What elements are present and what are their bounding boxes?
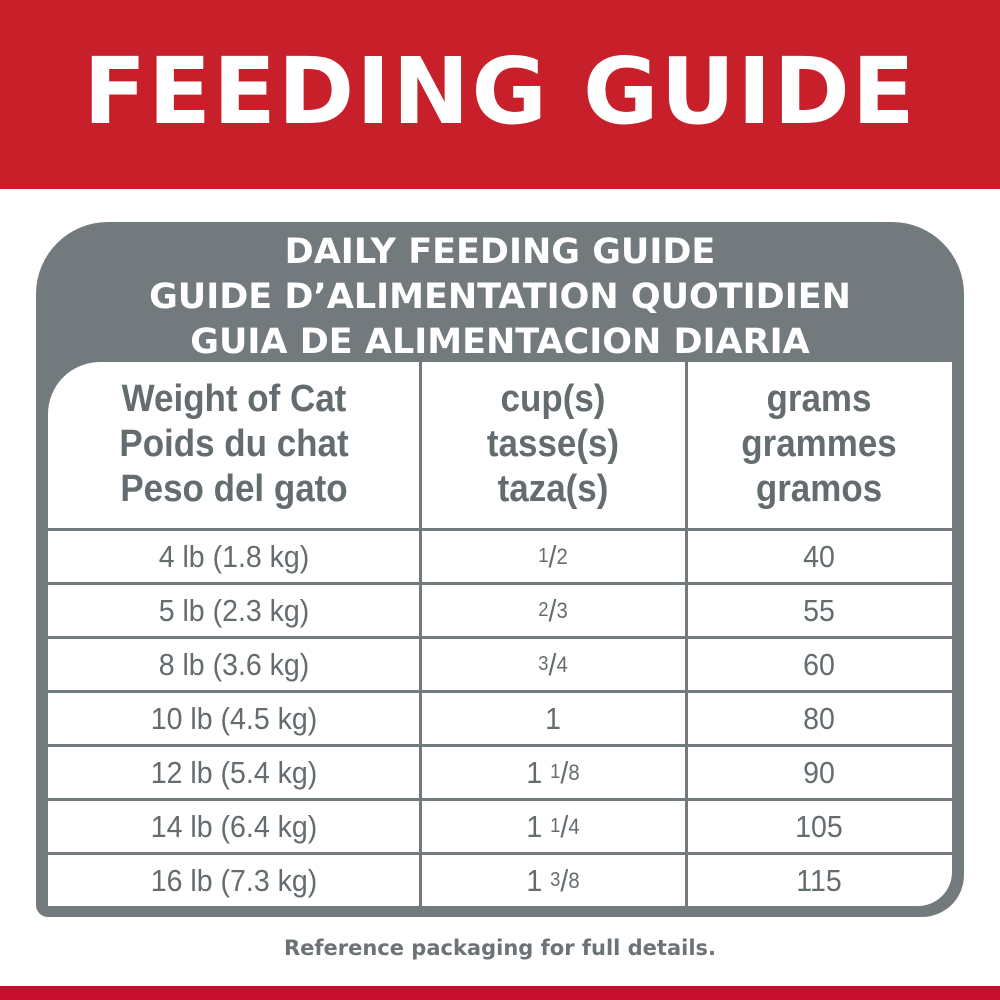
table-header-row: Weight of Cat Poids du chat Peso del gat…: [48, 362, 952, 530]
header-cups-es: taza(s): [497, 468, 609, 510]
weight-cell: 5 lb (2.3 kg): [158, 592, 310, 628]
cups-whole: 1: [545, 700, 561, 736]
cups-cell: 1: [431, 693, 676, 744]
cups-cell: 1 3/8: [526, 862, 580, 898]
grams-cell: 105: [795, 808, 843, 844]
header-weight: Weight of Cat Poids du chat Peso del gat…: [63, 362, 405, 530]
cups-cell: 1/2: [538, 538, 568, 574]
cups-denominator: 3: [556, 597, 568, 623]
header-cups-en: cup(s): [500, 378, 606, 420]
header-cups-fr: tasse(s): [486, 423, 620, 465]
cups-numerator: 3: [538, 653, 549, 675]
feeding-table: Weight of Cat Poids du chat Peso del gat…: [48, 362, 952, 906]
cups-whole: 1: [526, 862, 543, 898]
cups-denominator: 2: [556, 543, 568, 569]
cups-cell: 2/3: [538, 592, 568, 628]
bottom-bar: [0, 986, 1000, 1000]
grams-cell: 40: [803, 538, 835, 574]
header-grams: grams grammes gramos: [697, 362, 942, 530]
table-row: 16 lb (7.3 kg) 1 3/8 115: [48, 852, 952, 906]
cups-numerator: 2: [538, 599, 549, 621]
table-row: 5 lb (2.3 kg) 2/3 55: [48, 582, 952, 636]
header-grams-fr: grammes: [741, 423, 897, 465]
footer-note: Reference packaging for full details.: [283, 936, 717, 960]
weight-cell: 16 lb (7.3 kg): [150, 862, 318, 898]
grams-cell: 80: [803, 700, 835, 736]
feeding-guide-panel: DAILY FEEDING GUIDE GUIDE D’ALIMENTATION…: [36, 222, 964, 917]
panel-title-en: DAILY FEEDING GUIDE: [284, 232, 716, 272]
cups-cell: 1 1/8: [526, 754, 580, 790]
weight-cell: 10 lb (4.5 kg): [150, 700, 318, 736]
header-weight-es: Peso del gato: [120, 468, 348, 510]
cups-numerator: 1: [550, 761, 561, 783]
panel-title-fr: GUIDE D’ALIMENTATION QUOTIDIEN: [149, 277, 851, 317]
cups-denominator: 4: [556, 651, 568, 677]
table-row: 12 lb (5.4 kg) 1 1/8 90: [48, 744, 952, 798]
table-row: 10 lb (4.5 kg) 1 80: [48, 690, 952, 744]
cups-cell: 1 1/4: [526, 808, 580, 844]
table-row: 8 lb (3.6 kg) 3/4 60: [48, 636, 952, 690]
table-row: 4 lb (1.8 kg) 1/2 40: [48, 528, 952, 582]
grams-cell: 115: [796, 862, 842, 898]
cups-cell: 3/4: [538, 646, 568, 682]
title-banner: FEEDING GUIDE: [0, 0, 1000, 189]
cups-whole: 1: [526, 754, 543, 790]
header-weight-en: Weight of Cat: [121, 378, 347, 420]
header-weight-fr: Poids du chat: [119, 423, 349, 465]
weight-cell: 12 lb (5.4 kg): [150, 754, 318, 790]
header-grams-en: grams: [766, 378, 872, 420]
panel-title-es: GUIA DE ALIMENTACION DIARIA: [190, 322, 810, 362]
cups-denominator: 8: [568, 759, 580, 785]
weight-cell: 14 lb (6.4 kg): [150, 808, 318, 844]
cups-numerator: 3: [550, 869, 561, 891]
panel-title: DAILY FEEDING GUIDE GUIDE D’ALIMENTATION…: [36, 230, 964, 365]
column-divider: [685, 362, 688, 906]
cups-whole: 1: [526, 808, 543, 844]
header-cups: cup(s) tasse(s) taza(s): [431, 362, 676, 530]
weight-cell: 4 lb (1.8 kg): [158, 538, 310, 574]
page-title: FEEDING GUIDE: [83, 38, 917, 145]
header-grams-es: gramos: [755, 468, 883, 510]
grams-cell: 90: [803, 754, 835, 790]
cups-denominator: 4: [568, 813, 580, 839]
cups-denominator: 8: [568, 867, 580, 893]
cups-numerator: 1: [538, 545, 549, 567]
table-row: 14 lb (6.4 kg) 1 1/4 105: [48, 798, 952, 852]
grams-cell: 60: [803, 646, 835, 682]
column-divider: [419, 362, 422, 906]
weight-cell: 8 lb (3.6 kg): [158, 646, 310, 682]
cups-numerator: 1: [550, 815, 561, 837]
grams-cell: 55: [803, 592, 835, 628]
